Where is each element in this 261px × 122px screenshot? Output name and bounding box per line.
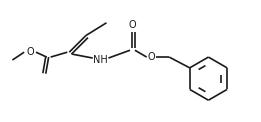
Text: O: O — [128, 20, 136, 30]
Text: O: O — [148, 52, 155, 62]
Text: NH: NH — [93, 55, 108, 65]
Text: O: O — [26, 47, 34, 57]
